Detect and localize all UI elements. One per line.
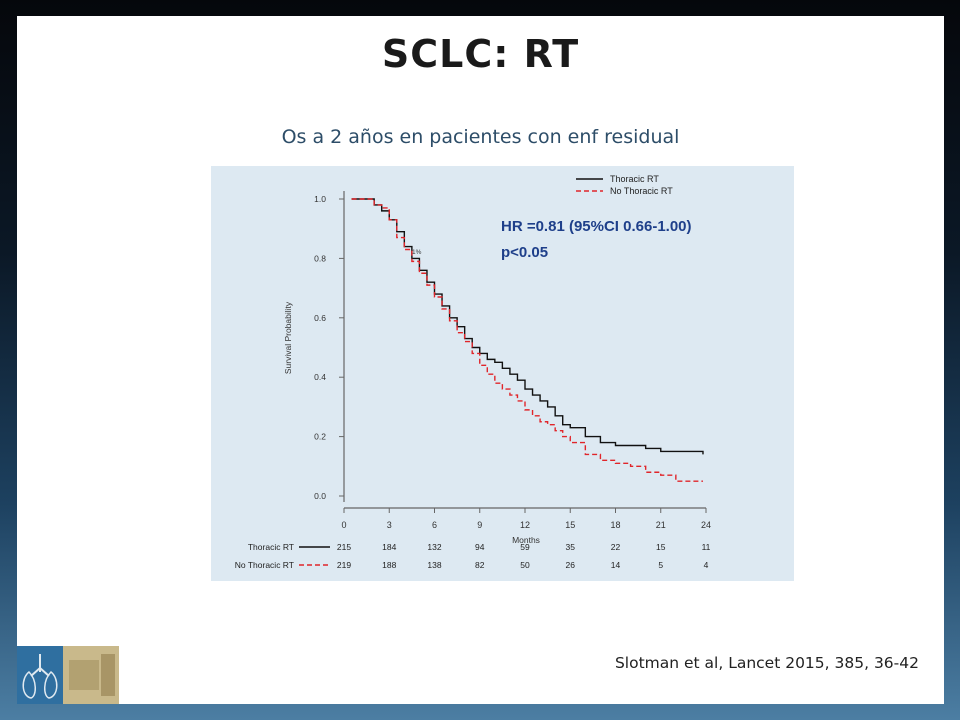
risk-table-value: 132 (427, 542, 441, 552)
risk-table-value: 14 (611, 560, 621, 570)
slide-title: SCLC: RT (381, 32, 580, 76)
slide-subtitle: Os a 2 años en pacientes con enf residua… (281, 126, 680, 148)
risk-table-value: 22 (611, 542, 621, 552)
risk-table-value: 188 (382, 560, 396, 570)
ggcp-logo (17, 646, 119, 704)
risk-table-value: 215 (337, 542, 351, 552)
series-line-no-thoracic-rt (351, 198, 703, 482)
risk-table-value: 5 (658, 560, 663, 570)
series-line-thoracic-rt (351, 198, 704, 455)
risk-table-value: 35 (566, 542, 576, 552)
slide: SCLC: RT Os a 2 años en pacientes con en… (17, 16, 944, 704)
x-tick-label: 9 (477, 520, 482, 530)
risk-table-value: 15 (656, 542, 666, 552)
y-tick-label: 0.0 (314, 491, 326, 501)
x-tick-label: 24 (701, 520, 711, 530)
risk-table-value: 138 (427, 560, 441, 570)
p-value-annotation: p<0.05 (501, 244, 548, 261)
y-tick-label: 0.8 (314, 253, 326, 263)
y-tick-label: 1.0 (314, 194, 326, 204)
risk-table-value: 94 (475, 542, 485, 552)
risk-table-value: 4 (704, 560, 709, 570)
risk-table-value: 219 (337, 560, 351, 570)
x-axis-label: Months (512, 535, 540, 545)
citation: Slotman et al, Lancet 2015, 385, 36-42 (614, 654, 919, 672)
x-tick-label: 0 (341, 520, 346, 530)
x-tick-label: 12 (520, 520, 530, 530)
risk-table-value: 82 (475, 560, 485, 570)
y-axis-label: Survival Probability (283, 301, 293, 374)
risk-table-value: 59 (520, 542, 530, 552)
y-tick-label: 0.4 (314, 372, 326, 382)
lungs-logo-icon (17, 646, 115, 704)
risk-table-value: 26 (566, 560, 576, 570)
y-tick-label: 0.6 (314, 313, 326, 323)
risk-table-value: 184 (382, 542, 396, 552)
legend-label: Thoracic RT (610, 174, 659, 184)
risk-row-label: Thoracic RT (248, 542, 294, 552)
hr-annotation: HR =0.81 (95%CI 0.66-1.00) (501, 218, 692, 235)
risk-table-value: 11 (702, 542, 711, 552)
x-tick-label: 3 (387, 520, 392, 530)
x-tick-label: 18 (610, 520, 620, 530)
x-tick-label: 6 (432, 520, 437, 530)
survival-chart: 0.0 0.2 0.4 0.6 0.8 1.0 0 3 6 9 12 15 18 21 24 Months Su… (235, 174, 711, 570)
risk-table-value: 50 (520, 560, 530, 570)
legend-label: No Thoracic RT (610, 186, 673, 196)
survival-figure: 0.0 0.2 0.4 0.6 0.8 1.0 0 3 6 9 12 15 18 21 24 Months Su… (211, 166, 794, 581)
risk-row-label: No Thoracic RT (235, 560, 294, 570)
x-tick-label: 21 (656, 520, 666, 530)
curve-marker-label: 1% (412, 249, 422, 256)
x-tick-label: 15 (565, 520, 575, 530)
y-tick-label: 0.2 (314, 432, 326, 442)
